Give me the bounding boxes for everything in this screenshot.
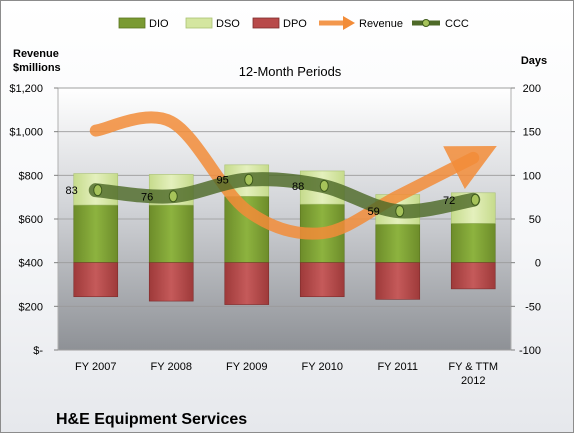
left-tick-label: $- xyxy=(33,345,43,357)
ccc-data-label: 88 xyxy=(292,181,304,193)
legend-item-revenue: Revenue xyxy=(319,16,403,30)
company-name: H&E Equipment Services xyxy=(56,411,247,428)
left-tick-label: $600 xyxy=(19,214,43,226)
legend-marker xyxy=(422,19,430,27)
right-axis-label: Days xyxy=(521,55,547,67)
ccc-data-label: 59 xyxy=(368,206,380,218)
ccc-marker xyxy=(395,205,405,218)
bar-dpo xyxy=(450,262,496,290)
ccc-marker xyxy=(168,190,178,203)
legend-label: Revenue xyxy=(359,18,403,30)
left-axis-label-line2: $millions xyxy=(13,62,61,74)
x-tick-label: FY 2009 xyxy=(226,361,267,373)
ccc-data-label: 72 xyxy=(443,195,455,207)
legend-arrowhead xyxy=(343,16,355,30)
x-tick-label: FY 2010 xyxy=(302,361,343,373)
legend: DIO DSO DPO Revenue CCC xyxy=(118,16,469,30)
chart-title: 12-Month Periods xyxy=(239,64,342,79)
x-tick-label: 2012 xyxy=(461,375,485,387)
legend-label: DSO xyxy=(216,18,240,30)
legend-swatch xyxy=(252,17,280,29)
bar-dpo xyxy=(73,262,119,298)
legend-label: CCC xyxy=(445,18,469,30)
bar-dio xyxy=(375,223,421,263)
legend-item-ccc: CCC xyxy=(412,18,469,30)
ccc-data-label: 95 xyxy=(217,175,229,187)
series-lines: 83 76 95 88 59 72 xyxy=(66,111,497,240)
right-tick-label: 100 xyxy=(523,170,541,182)
left-tick-label: $200 xyxy=(19,301,43,313)
right-tick-label: 50 xyxy=(529,214,541,226)
legend-swatch xyxy=(185,17,213,29)
right-tick-label: -50 xyxy=(525,301,541,313)
ccc-marker xyxy=(319,179,329,192)
bar-dio xyxy=(148,204,194,263)
ccc-marker xyxy=(93,184,103,197)
bar-dio xyxy=(450,223,496,263)
legend-label: DPO xyxy=(283,18,307,30)
ccc-marker xyxy=(244,173,254,186)
revenue-line xyxy=(89,111,497,240)
right-tick-label: 150 xyxy=(523,127,541,139)
right-tick-label: 200 xyxy=(523,83,541,95)
bar-dpo xyxy=(299,262,345,298)
ccc-data-label: 76 xyxy=(141,191,153,203)
x-tick-label: FY & TTM xyxy=(448,361,498,373)
bar-dpo xyxy=(224,262,270,305)
x-tick-label: FY 2007 xyxy=(75,361,116,373)
bar-dpo xyxy=(375,262,421,300)
legend-item-dso: DSO xyxy=(185,17,240,30)
ccc-marker xyxy=(470,193,480,206)
left-tick-label: $400 xyxy=(19,258,43,270)
left-tick-label: $1,000 xyxy=(9,127,43,139)
bar-dio xyxy=(73,204,119,263)
ccc-data-label: 83 xyxy=(66,185,78,197)
legend-item-dpo: DPO xyxy=(252,17,307,30)
left-axis-label-line1: Revenue xyxy=(13,48,59,60)
legend-label: DIO xyxy=(149,18,169,30)
right-tick-label: -100 xyxy=(519,345,541,357)
left-tick-label: $800 xyxy=(19,170,43,182)
axes: $- $200 $400 $600 $800 $1,000 $1,200 -100 -50 0 50… xyxy=(9,83,541,387)
left-tick-label: $1,200 xyxy=(9,83,43,95)
legend-swatch xyxy=(118,17,146,29)
legend-item-dio: DIO xyxy=(118,17,169,30)
x-tick-label: FY 2008 xyxy=(151,361,192,373)
right-tick-label: 0 xyxy=(535,258,541,270)
x-tick-label: FY 2011 xyxy=(377,361,418,373)
stacked-bars xyxy=(73,164,496,305)
bar-dpo xyxy=(148,262,194,302)
